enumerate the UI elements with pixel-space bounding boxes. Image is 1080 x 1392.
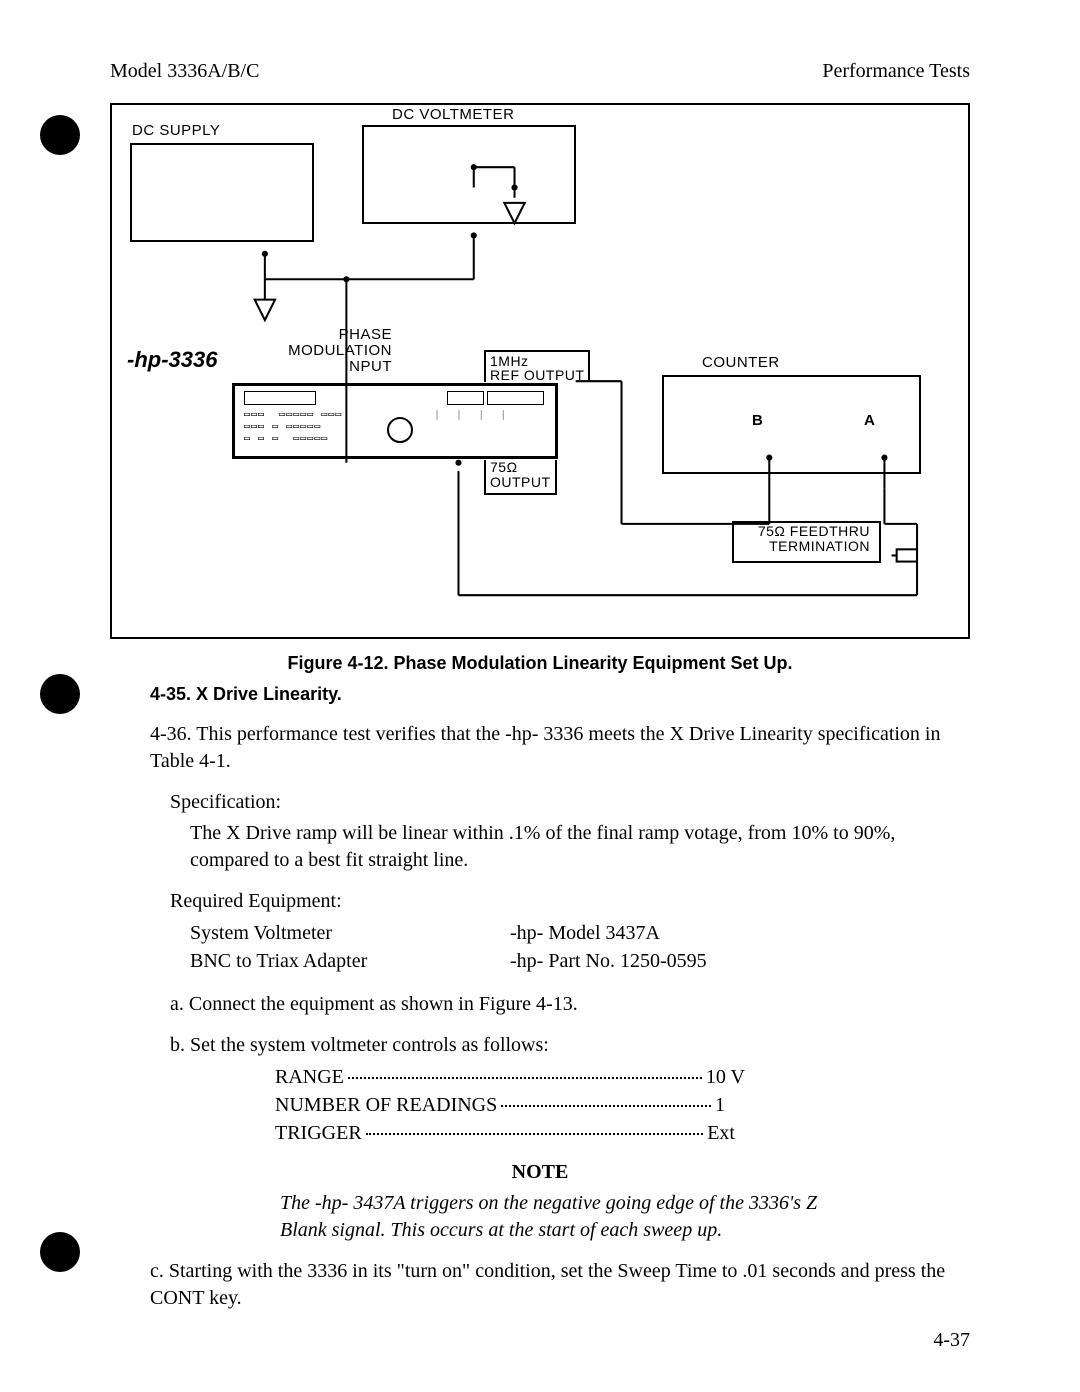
equip-name: BNC to Triax Adapter — [190, 947, 510, 975]
equip-row: BNC to Triax Adapter -hp- Part No. 1250-… — [190, 947, 970, 975]
hp3336-detail — [447, 391, 484, 405]
note-body: The -hp- 3437A triggers on the negative … — [280, 1190, 830, 1244]
section-heading: 4-35. X Drive Linearity. — [150, 684, 970, 705]
label-feedthru: 75Ω FEEDTHRU TERMINATION — [740, 524, 870, 555]
hp3336-detail — [487, 391, 544, 405]
setting-row: TRIGGER Ext — [275, 1119, 735, 1147]
setting-label: TRIGGER — [275, 1119, 362, 1147]
box-counter — [662, 375, 921, 474]
figure-caption: Figure 4-12. Phase Modulation Linearity … — [110, 653, 970, 674]
hp3336-knob — [387, 417, 413, 443]
setting-row: RANGE 10 V — [275, 1063, 745, 1091]
step-a: a. Connect the equipment as shown in Fig… — [170, 991, 970, 1018]
leader-dots — [348, 1063, 702, 1079]
hp3336-detail: ｜ ｜ ｜ ｜ — [432, 407, 508, 422]
equip-name: System Voltmeter — [190, 919, 510, 947]
label-75-output: 75Ω OUTPUT — [484, 460, 557, 495]
leader-dots — [501, 1091, 711, 1107]
label-counter-b: B — [752, 413, 763, 429]
margin-bullet — [40, 1232, 80, 1272]
label-dc-voltmeter: DC VOLTMETER — [392, 107, 514, 123]
equip-row: System Voltmeter -hp- Model 3437A — [190, 919, 970, 947]
step-c: c. Starting with the 3336 in its "turn o… — [150, 1258, 970, 1312]
setting-value: 10 V — [706, 1063, 745, 1091]
para-4-36: 4-36. This performance test verifies tha… — [150, 721, 970, 775]
leader-dots — [366, 1119, 704, 1135]
label-hp3336: -hp-3336 — [127, 347, 218, 372]
setting-row: NUMBER OF READINGS 1 — [275, 1091, 725, 1119]
setting-value: 1 — [715, 1091, 725, 1119]
margin-bullet — [40, 115, 80, 155]
hp3336-keys: ▭▭▭ ▭▭▭▭▭ ▭▭▭▭▭▭ ▭ ▭▭▭▭▭▭ ▭ ▭ ▭▭▭▭▭ — [244, 409, 342, 445]
setting-label: NUMBER OF READINGS — [275, 1091, 497, 1119]
step-b: b. Set the system voltmeter controls as … — [170, 1032, 970, 1059]
spec-head: Specification: — [170, 789, 970, 816]
label-counter-a: A — [864, 413, 875, 429]
header-right: Performance Tests — [822, 60, 970, 83]
label-dc-supply: DC SUPPLY — [132, 123, 220, 139]
box-dc-voltmeter — [362, 125, 576, 224]
spec-body: The X Drive ramp will be linear within .… — [190, 820, 970, 874]
page-number: 4-37 — [933, 1329, 970, 1352]
equip-model: -hp- Part No. 1250-0595 — [510, 947, 707, 975]
header-left: Model 3336A/B/C — [110, 60, 259, 83]
box-dc-supply — [130, 143, 314, 242]
label-phase-mod: PHASE MODULATION INPUT — [272, 327, 392, 374]
req-equip-head: Required Equipment: — [170, 888, 970, 915]
label-counter: COUNTER — [702, 355, 780, 371]
margin-bullet — [40, 674, 80, 714]
setting-value: Ext — [707, 1119, 735, 1147]
page: Model 3336A/B/C Performance Tests DC SUP… — [0, 0, 1080, 1366]
note-heading: NOTE — [110, 1161, 970, 1184]
hp3336-detail — [244, 391, 316, 405]
label-mhz-ref: 1MHz REF OUTPUT — [484, 350, 590, 382]
setting-label: RANGE — [275, 1063, 344, 1091]
page-header: Model 3336A/B/C Performance Tests — [110, 60, 970, 83]
equipment-diagram: DC SUPPLY DC VOLTMETER -hp-3336 PHASE MO… — [110, 103, 970, 639]
equip-model: -hp- Model 3437A — [510, 919, 660, 947]
settings-block: RANGE 10 V NUMBER OF READINGS 1 TRIGGER … — [275, 1063, 970, 1147]
